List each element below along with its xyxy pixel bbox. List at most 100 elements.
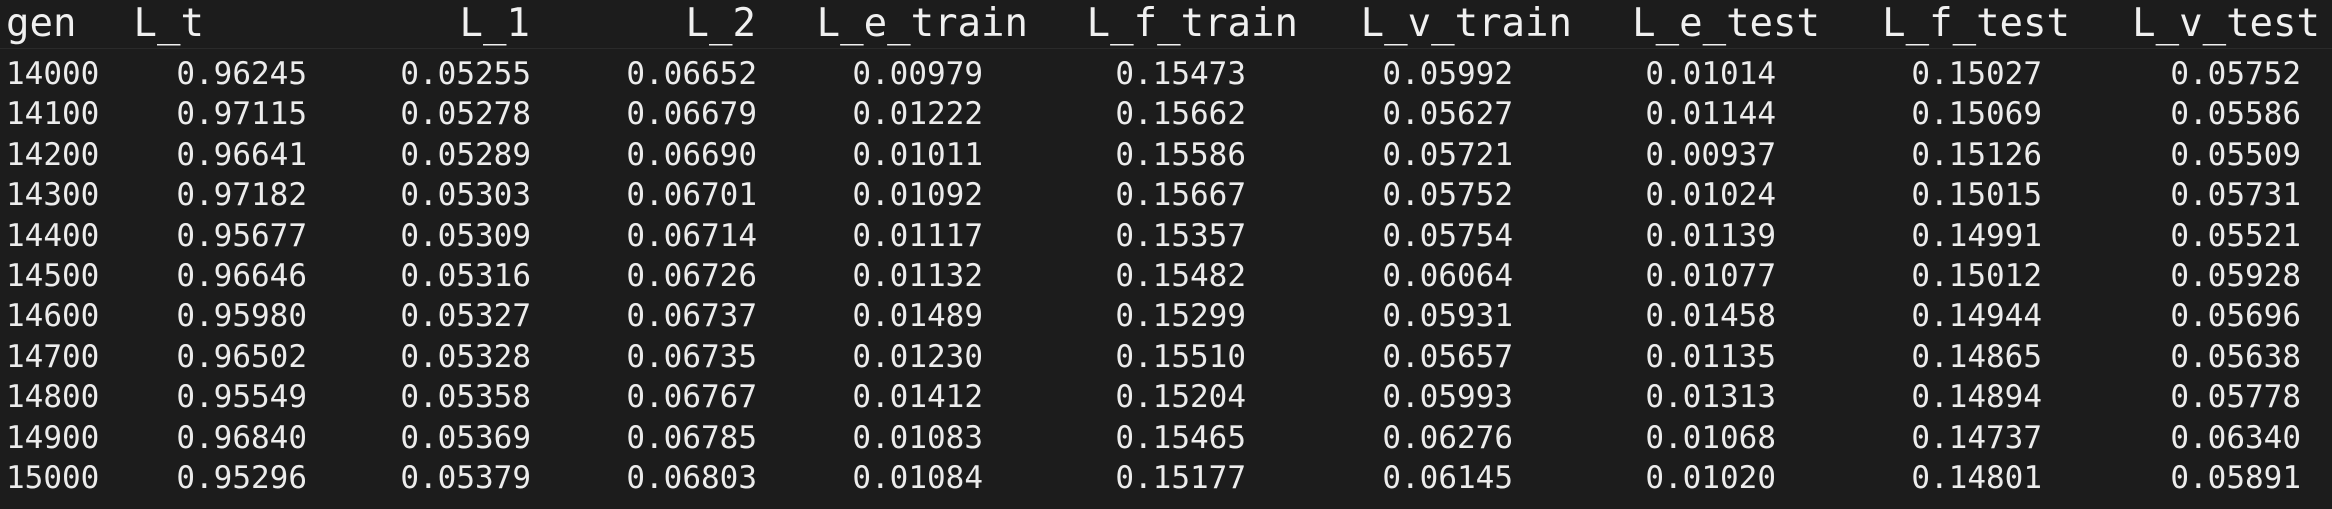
cell-l-e-train: 0.01084	[852, 460, 983, 496]
cell-l-v-train: 0.05657	[1382, 338, 1513, 375]
column-header-l-f-train: L_f_train	[1086, 1, 1298, 46]
cell-l-f-test: 0.14865	[1911, 338, 2042, 375]
cell-l-2: 0.06735	[626, 338, 757, 375]
cell-l-v-test: 0.06340	[2170, 419, 2301, 456]
cell-l-v-train: 0.06276	[1382, 419, 1513, 456]
cell-l-2: 0.06690	[626, 136, 757, 173]
cell-l-e-train: 0.01412	[852, 379, 983, 416]
column-header-l-v-test: L_v_test	[2132, 1, 2320, 46]
column-header-l-1: L_1	[459, 1, 530, 46]
table-row: 14800 0.95549 0.05358 0.06767 0.01412 0.15204…	[0, 377, 2332, 417]
cell-l-t: 0.95677	[176, 217, 307, 254]
column-header-l-t: L_t	[133, 1, 204, 46]
cell-l-2: 0.06737	[626, 298, 757, 335]
cell-l-f-test: 0.15012	[1911, 258, 2042, 294]
cell-l-f-train: 0.15204	[1115, 379, 1246, 416]
cell-l-e-train: 0.01489	[852, 298, 983, 335]
cell-gen: 14100	[6, 96, 100, 133]
cell-l-1: 0.05327	[400, 298, 531, 335]
cell-l-f-train: 0.15299	[1115, 298, 1246, 335]
cell-l-e-test: 0.01068	[1645, 419, 1776, 456]
cell-gen: 14800	[6, 379, 100, 416]
cell-l-f-test: 0.14991	[1911, 217, 2042, 254]
cell-l-f-test: 0.14894	[1911, 379, 2042, 416]
column-header-l-2: L_2	[685, 1, 756, 46]
cell-l-v-train: 0.05721	[1382, 136, 1513, 173]
cell-l-f-train: 0.15177	[1115, 460, 1246, 496]
column-header-l-e-train: L_e_train	[816, 1, 1028, 46]
cell-l-e-train: 0.01083	[852, 419, 983, 456]
cell-l-2: 0.06767	[626, 379, 757, 416]
cell-l-f-train: 0.15357	[1115, 217, 1246, 254]
cell-l-f-train: 0.15465	[1115, 419, 1246, 456]
cell-l-v-test: 0.05696	[2170, 298, 2301, 335]
cell-l-2: 0.06714	[626, 217, 757, 254]
cell-l-1: 0.05379	[400, 460, 531, 496]
cell-l-e-train: 0.01222	[852, 96, 983, 133]
cell-gen: 14500	[6, 258, 100, 294]
cell-gen: 14400	[6, 217, 100, 254]
cell-l-2: 0.06701	[626, 177, 757, 214]
cell-l-1: 0.05309	[400, 217, 531, 254]
cell-l-v-test: 0.05731	[2170, 177, 2301, 214]
cell-l-2: 0.06785	[626, 419, 757, 456]
cell-l-f-train: 0.15667	[1115, 177, 1246, 214]
cell-l-v-test: 0.05778	[2170, 379, 2301, 416]
table-row: 14200 0.96641 0.05289 0.06690 0.01011 0.15586…	[0, 135, 2332, 175]
cell-l-v-train: 0.06064	[1382, 258, 1513, 294]
cell-l-t: 0.95980	[176, 298, 307, 335]
cell-l-f-test: 0.15015	[1911, 177, 2042, 214]
table-row: 14300 0.97182 0.05303 0.06701 0.01092 0.15667…	[0, 175, 2332, 215]
cell-l-v-test: 0.05586	[2170, 96, 2301, 133]
cell-l-v-test: 0.05509	[2170, 136, 2301, 173]
cell-l-2: 0.06726	[626, 258, 757, 294]
cell-l-t: 0.96646	[176, 258, 307, 294]
cell-l-f-train: 0.15482	[1115, 258, 1246, 294]
cell-l-e-test: 0.01144	[1645, 96, 1776, 133]
cell-l-f-test: 0.14801	[1911, 460, 2042, 496]
cell-l-e-test: 0.01077	[1645, 258, 1776, 294]
column-header-l-v-train: L_v_train	[1360, 1, 1572, 46]
table-row: 14100 0.97115 0.05278 0.06679 0.01222 0.15662…	[0, 94, 2332, 134]
column-header-gen: gen	[6, 1, 77, 46]
cell-l-e-test: 0.01014	[1645, 56, 1776, 92]
cell-l-1: 0.05303	[400, 177, 531, 214]
table-row: 15000 0.95296 0.05379 0.06803 0.01084 0.15177…	[0, 458, 2332, 498]
cell-l-v-test: 0.05638	[2170, 338, 2301, 375]
cell-l-e-test: 0.01313	[1645, 379, 1776, 416]
table-row: 14600 0.95980 0.05327 0.06737 0.01489 0.15299…	[0, 296, 2332, 336]
cell-l-e-test: 0.00937	[1645, 136, 1776, 173]
cell-l-t: 0.96502	[176, 338, 307, 375]
cell-l-t: 0.96641	[176, 136, 307, 173]
table-row: 14700 0.96502 0.05328 0.06735 0.01230 0.15510…	[0, 337, 2332, 377]
table-row: 14500 0.96646 0.05316 0.06726 0.01132 0.15482…	[0, 256, 2332, 296]
cell-l-e-train: 0.01117	[852, 217, 983, 254]
cell-l-v-train: 0.05993	[1382, 379, 1513, 416]
cell-gen: 14300	[6, 177, 100, 214]
cell-l-1: 0.05278	[400, 96, 531, 133]
cell-l-f-test: 0.14944	[1911, 298, 2042, 335]
cell-l-f-test: 0.14737	[1911, 419, 2042, 456]
cell-l-1: 0.05316	[400, 258, 531, 294]
cell-l-1: 0.05358	[400, 379, 531, 416]
cell-l-e-train: 0.01230	[852, 338, 983, 375]
cell-gen: 15000	[6, 460, 100, 496]
cell-l-v-test: 0.05928	[2170, 258, 2301, 294]
table-row: 14000 0.96245 0.05255 0.06652 0.00979 0.15473…	[0, 54, 2332, 94]
cell-l-e-train: 0.01011	[852, 136, 983, 173]
cell-l-f-test: 0.15126	[1911, 136, 2042, 173]
cell-gen: 14700	[6, 338, 100, 375]
cell-l-1: 0.05328	[400, 338, 531, 375]
column-header-l-e-test: L_e_test	[1632, 1, 1820, 46]
cell-gen: 14000	[6, 56, 100, 92]
cell-l-1: 0.05369	[400, 419, 531, 456]
cell-l-v-test: 0.05521	[2170, 217, 2301, 254]
cell-l-v-train: 0.05754	[1382, 217, 1513, 254]
cell-l-f-test: 0.15027	[1911, 56, 2042, 92]
cell-l-t: 0.96245	[176, 56, 307, 92]
cell-l-f-train: 0.15510	[1115, 338, 1246, 375]
cell-l-e-test: 0.01135	[1645, 338, 1776, 375]
cell-l-t: 0.95549	[176, 379, 307, 416]
cell-l-e-test: 0.01020	[1645, 460, 1776, 496]
